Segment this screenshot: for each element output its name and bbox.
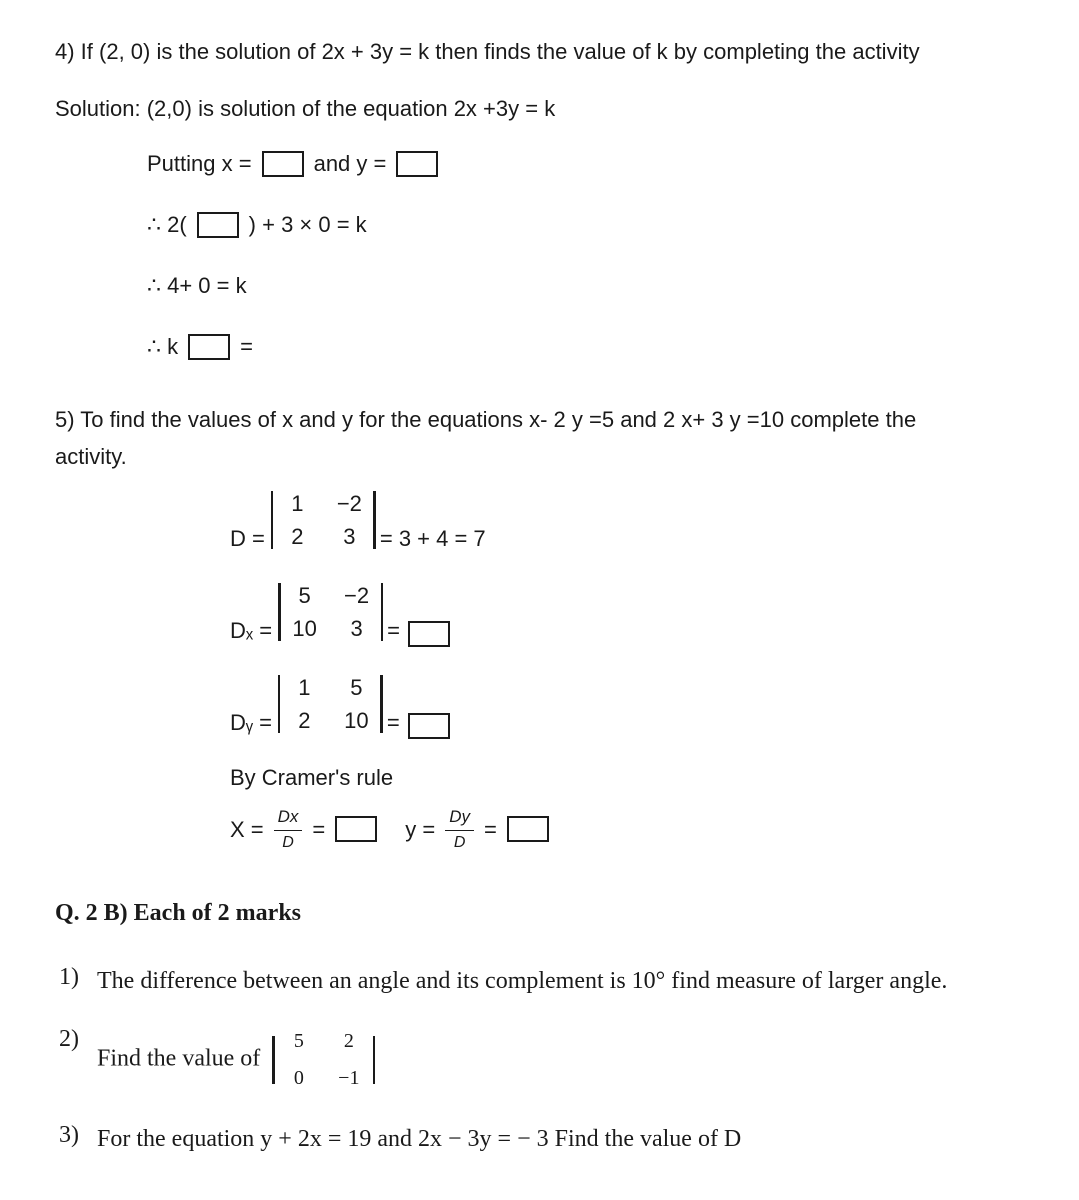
q4-step1-a: Putting x =: [147, 147, 252, 180]
m-cell: 5: [342, 671, 370, 704]
m-cell: 10: [342, 704, 370, 737]
m-cell: 0: [285, 1060, 313, 1097]
equals: =: [484, 813, 497, 846]
Dy-matrix: 1 5 2 10: [278, 669, 383, 739]
q5-activity: activity.: [55, 440, 1024, 473]
sb-q3: 3) For the equation y + 2x = 19 and 2x −…: [59, 1117, 1024, 1161]
equals: =: [387, 706, 400, 739]
blank-box[interactable]: [197, 212, 239, 238]
q4-step1-b: and y =: [314, 147, 387, 180]
blank-box[interactable]: [188, 334, 230, 360]
blank-box[interactable]: [262, 151, 304, 177]
m-cell: −2: [335, 487, 363, 520]
cramer-eq: X = Dx D = y = Dy D =: [230, 804, 1024, 855]
m-cell: 2: [335, 1023, 363, 1060]
q5-prompt: 5) To find the values of x and y for the…: [55, 403, 1024, 436]
q4-step4: ∴ k =: [147, 330, 1024, 363]
Dy-label: Dᵧ =: [230, 706, 272, 739]
section-b-header: Q. 2 B) Each of 2 marks: [55, 895, 1024, 931]
blank-box[interactable]: [335, 816, 377, 842]
q5-block: 5) To find the values of x and y for the…: [55, 403, 1024, 855]
q4-steps: Putting x = and y = ∴ 2( ) + 3 × 0 = k ∴…: [147, 147, 1024, 363]
matrix-bar-right: [381, 583, 384, 641]
q4-step4-b: =: [240, 330, 253, 363]
det-Dy: Dᵧ = 1 5 2 10 =: [230, 669, 1024, 739]
q4-prompt: 4) If (2, 0) is the solution of 2x + 3y …: [55, 35, 1024, 68]
q4-step4-a: ∴ k: [147, 330, 178, 363]
det-D: D = 1 −2 2 3 = 3 + 4 = 7: [230, 485, 1024, 555]
m-cell: −2: [343, 579, 371, 612]
D-result: = 3 + 4 = 7: [380, 522, 486, 555]
m-cell: 1: [290, 671, 318, 704]
m-cell: −1: [335, 1060, 363, 1097]
q5-math: D = 1 −2 2 3 = 3 + 4 = 7 Dₓ =: [230, 485, 1024, 855]
q4-step2-b: ) + 3 × 0 = k: [249, 208, 367, 241]
y-eq: y =: [405, 813, 435, 846]
frac-num: Dx: [274, 804, 303, 831]
q4-step1: Putting x = and y =: [147, 147, 1024, 180]
q4-solution-label: Solution: (2,0) is solution of the equat…: [55, 92, 1024, 125]
det-Dx: Dₓ = 5 −2 10 3 =: [230, 577, 1024, 647]
q-body: Find the value of 5 2 0 −1: [97, 1021, 1024, 1099]
m-cell: 3: [335, 520, 363, 553]
x-eq: X =: [230, 813, 264, 846]
D-matrix: 1 −2 2 3: [271, 485, 376, 555]
cramer-label: By Cramer's rule: [230, 761, 1024, 794]
blank-box[interactable]: [408, 621, 450, 647]
frac-dx-d: Dx D: [274, 804, 303, 855]
q2-text: Find the value of: [97, 1045, 260, 1071]
m-cell: 10: [291, 612, 319, 645]
sb-q1: 1) The difference between an angle and i…: [59, 959, 1024, 1003]
blank-box[interactable]: [507, 816, 549, 842]
q-body: The difference between an angle and its …: [97, 959, 1024, 1003]
m-cell: 1: [283, 487, 311, 520]
frac-dy-d: Dy D: [445, 804, 474, 855]
m-cell: 5: [291, 579, 319, 612]
equals: =: [387, 614, 400, 647]
Dx-label: Dₓ =: [230, 614, 272, 647]
q-number: 1): [59, 959, 97, 1003]
D-label: D =: [230, 522, 265, 555]
m-cell: 2: [283, 520, 311, 553]
blank-box[interactable]: [396, 151, 438, 177]
matrix-bar-right: [373, 491, 376, 549]
sb-q2: 2) Find the value of 5 2 0 −1: [59, 1021, 1024, 1099]
blank-box[interactable]: [408, 713, 450, 739]
q4-step3-text: ∴ 4+ 0 = k: [147, 269, 247, 302]
q-number: 2): [59, 1021, 97, 1099]
q-number: 3): [59, 1117, 97, 1161]
q4-step2-a: ∴ 2(: [147, 208, 187, 241]
equals: =: [312, 813, 325, 846]
Dx-matrix: 5 −2 10 3: [278, 577, 383, 647]
frac-num: Dy: [445, 804, 474, 831]
m-cell: 5: [285, 1023, 313, 1060]
q-body: For the equation y + 2x = 19 and 2x − 3y…: [97, 1117, 1024, 1161]
m-cell: 3: [343, 612, 371, 645]
frac-den: D: [450, 831, 470, 855]
matrix-bar-right: [380, 675, 383, 733]
q4-step3: ∴ 4+ 0 = k: [147, 269, 1024, 302]
q2-matrix: 5 2 0 −1: [272, 1021, 375, 1099]
matrix-bar-right: [373, 1036, 376, 1084]
q4-step2: ∴ 2( ) + 3 × 0 = k: [147, 208, 1024, 241]
frac-den: D: [278, 831, 298, 855]
m-cell: 2: [290, 704, 318, 737]
